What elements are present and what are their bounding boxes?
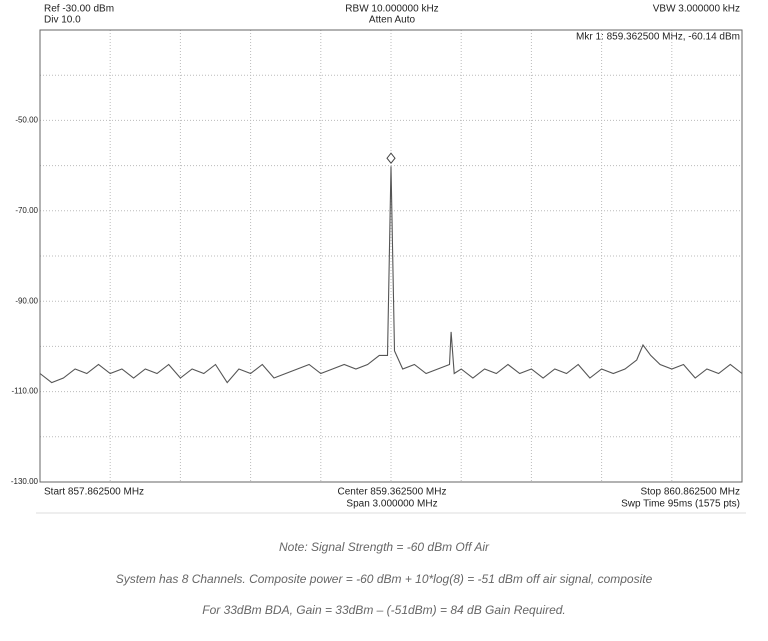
y-tick-label: -70.00 — [15, 206, 38, 215]
marker-label: Mkr 1: 859.362500 MHz, -60.14 dBm — [576, 32, 740, 43]
marker — [386, 152, 396, 165]
y-tick-label: -50.00 — [15, 116, 38, 125]
span-label: Span 3.000000 MHz — [346, 499, 437, 510]
note: Note: Signal Strength = -60 dBm Off Air — [279, 540, 490, 554]
y-tick-label: -110.00 — [11, 387, 38, 396]
note: System has 8 Channels. Composite power =… — [116, 572, 653, 586]
y-tick-label: -130.00 — [11, 477, 39, 486]
sweep-label: Swp Time 95ms (1575 pts) — [621, 499, 740, 510]
plot-frame — [39, 29, 743, 483]
atten-label: Atten Auto — [369, 15, 416, 26]
trace — [39, 166, 743, 384]
center-label: Center 859.362500 MHz — [338, 487, 447, 498]
rbw-label: RBW 10.000000 kHz — [345, 4, 438, 15]
ref-label: Ref -30.00 dBm — [44, 4, 114, 15]
start-label: Start 857.862500 MHz — [44, 487, 144, 498]
y-tick-label: -90.00 — [15, 296, 38, 305]
note: For 33dBm BDA, Gain = 33dBm – (-51dBm) =… — [202, 603, 566, 617]
vbw-label: VBW 3.000000 kHz — [653, 4, 740, 15]
stop-label: Stop 860.862500 MHz — [640, 487, 740, 498]
div-label: Div 10.0 — [44, 15, 81, 26]
